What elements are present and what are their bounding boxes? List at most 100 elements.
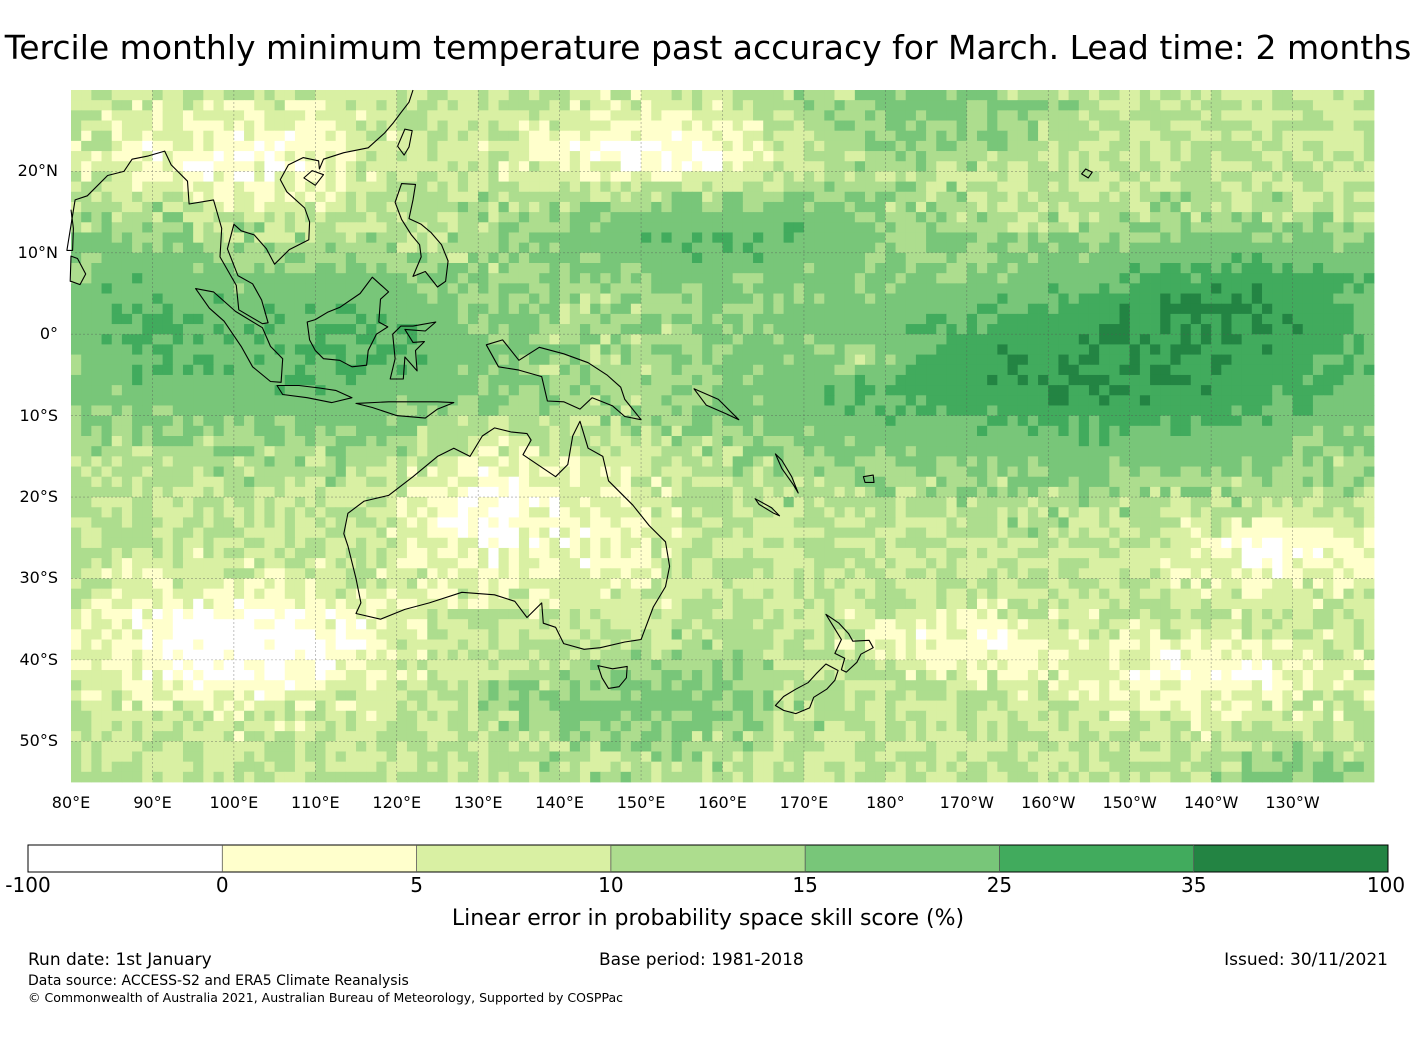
skill-grid-cell [1251,273,1263,284]
skill-grid-cell [1343,324,1355,335]
skill-grid-cell [1119,334,1131,345]
skill-grid-cell [976,374,988,386]
skill-grid-cell [814,446,825,457]
skill-grid-cell [610,395,622,406]
skill-grid-cell [946,476,958,488]
skill-grid-cell [844,334,856,345]
skill-grid-cell [763,100,774,111]
skill-grid-cell [1139,476,1151,488]
skill-grid-cell [834,354,846,366]
skill-grid-cell [91,456,102,467]
skill-grid-cell [1027,354,1039,366]
skill-grid-cell [233,436,245,447]
skill-grid-cell [1150,395,1161,406]
skill-grid-cell [1027,90,1039,101]
skill-grid-cell [529,425,540,437]
skill-grid-cell [783,364,795,376]
skill-grid-cell [671,334,683,345]
skill-grid-cell [783,354,795,366]
skill-grid-cell [1068,334,1080,345]
skill-grid-cell [936,395,947,406]
skill-grid-cell [1272,212,1283,223]
skill-grid-cell [427,405,438,417]
skill-grid-cell [1150,466,1161,478]
skill-grid-cell [1017,313,1029,325]
skill-grid-cell [91,395,102,406]
skill-grid-cell [875,436,886,447]
skill-grid-cell [753,212,764,223]
skill-grid-cell [152,476,164,488]
skill-grid-cell [488,344,499,355]
skill-grid-cell [814,161,825,172]
skill-grid-cell [854,385,866,396]
skill-grid-cell [997,171,1008,182]
skill-grid-cell [1170,191,1181,203]
skill-grid-cell [1150,303,1161,315]
skill-grid-cell [447,324,459,335]
skill-grid-cell [590,130,601,142]
skill-grid-cell [294,171,306,182]
skill-grid-cell [284,273,296,284]
skill-grid-cell [1119,436,1131,447]
skill-grid-cell [773,303,784,315]
skill-grid-cell [610,242,622,254]
skill-grid-cell [111,201,123,213]
skill-grid-cell [1272,476,1283,488]
skill-grid-cell [254,446,265,457]
skill-grid-cell [1058,456,1070,467]
skill-grid-cell [956,130,968,142]
skill-grid-cell [91,120,102,132]
skill-grid-cell [1027,334,1039,345]
skill-grid-cell [447,212,459,223]
skill-grid-cell [1180,100,1192,111]
skill-grid-cell [121,212,133,223]
skill-grid-cell [457,90,469,101]
skill-grid-cell [559,263,571,274]
skill-grid-cell [132,242,143,254]
skill-grid-cell [702,476,713,488]
skill-grid-cell [579,171,591,182]
skill-grid-cell [834,181,846,193]
skill-grid-cell [1190,303,1202,315]
skill-grid-cell [81,191,92,203]
skill-grid-cell [254,90,265,101]
skill-grid-cell [539,151,550,162]
skill-grid-cell [325,140,337,152]
skill-grid-cell [71,201,82,213]
skill-grid-cell [1363,344,1375,355]
skill-grid-cell [803,313,815,325]
skill-grid-cell [610,110,622,121]
skill-grid-cell [1160,364,1171,376]
skill-grid-cell [81,364,92,376]
skill-grid-cell [1088,273,1100,284]
skill-grid-cell [702,446,713,457]
skill-grid-cell [1343,374,1355,386]
skill-grid-cell [71,486,82,498]
skill-grid-cell [1272,374,1283,386]
skill-grid-cell [671,283,683,294]
skill-grid-cell [305,110,316,121]
skill-grid-cell [417,446,428,457]
skill-grid-cell [81,140,92,152]
skill-grid-cell [895,425,907,437]
skill-grid-cell [101,446,113,457]
skill-grid-cell [172,415,184,427]
skill-grid-cell [956,90,968,101]
skill-grid-cell [274,120,286,132]
skill-grid-cell [121,324,133,335]
skill-grid-cell [549,425,561,437]
skill-grid-cell [111,425,123,437]
skill-grid-cell [427,456,438,467]
skill-grid-cell [305,456,316,467]
skill-grid-cell [478,120,489,132]
skill-grid-cell [182,354,194,366]
skill-grid-cell [101,252,113,264]
skill-grid-cell [885,415,896,427]
skill-grid-cell [834,120,846,132]
skill-grid-cell [1343,344,1355,355]
skill-grid-cell [915,201,927,213]
skill-grid-cell [508,425,520,437]
skill-grid-cell [834,313,846,325]
skill-grid-cell [335,405,347,417]
skill-grid-cell [1262,405,1273,417]
